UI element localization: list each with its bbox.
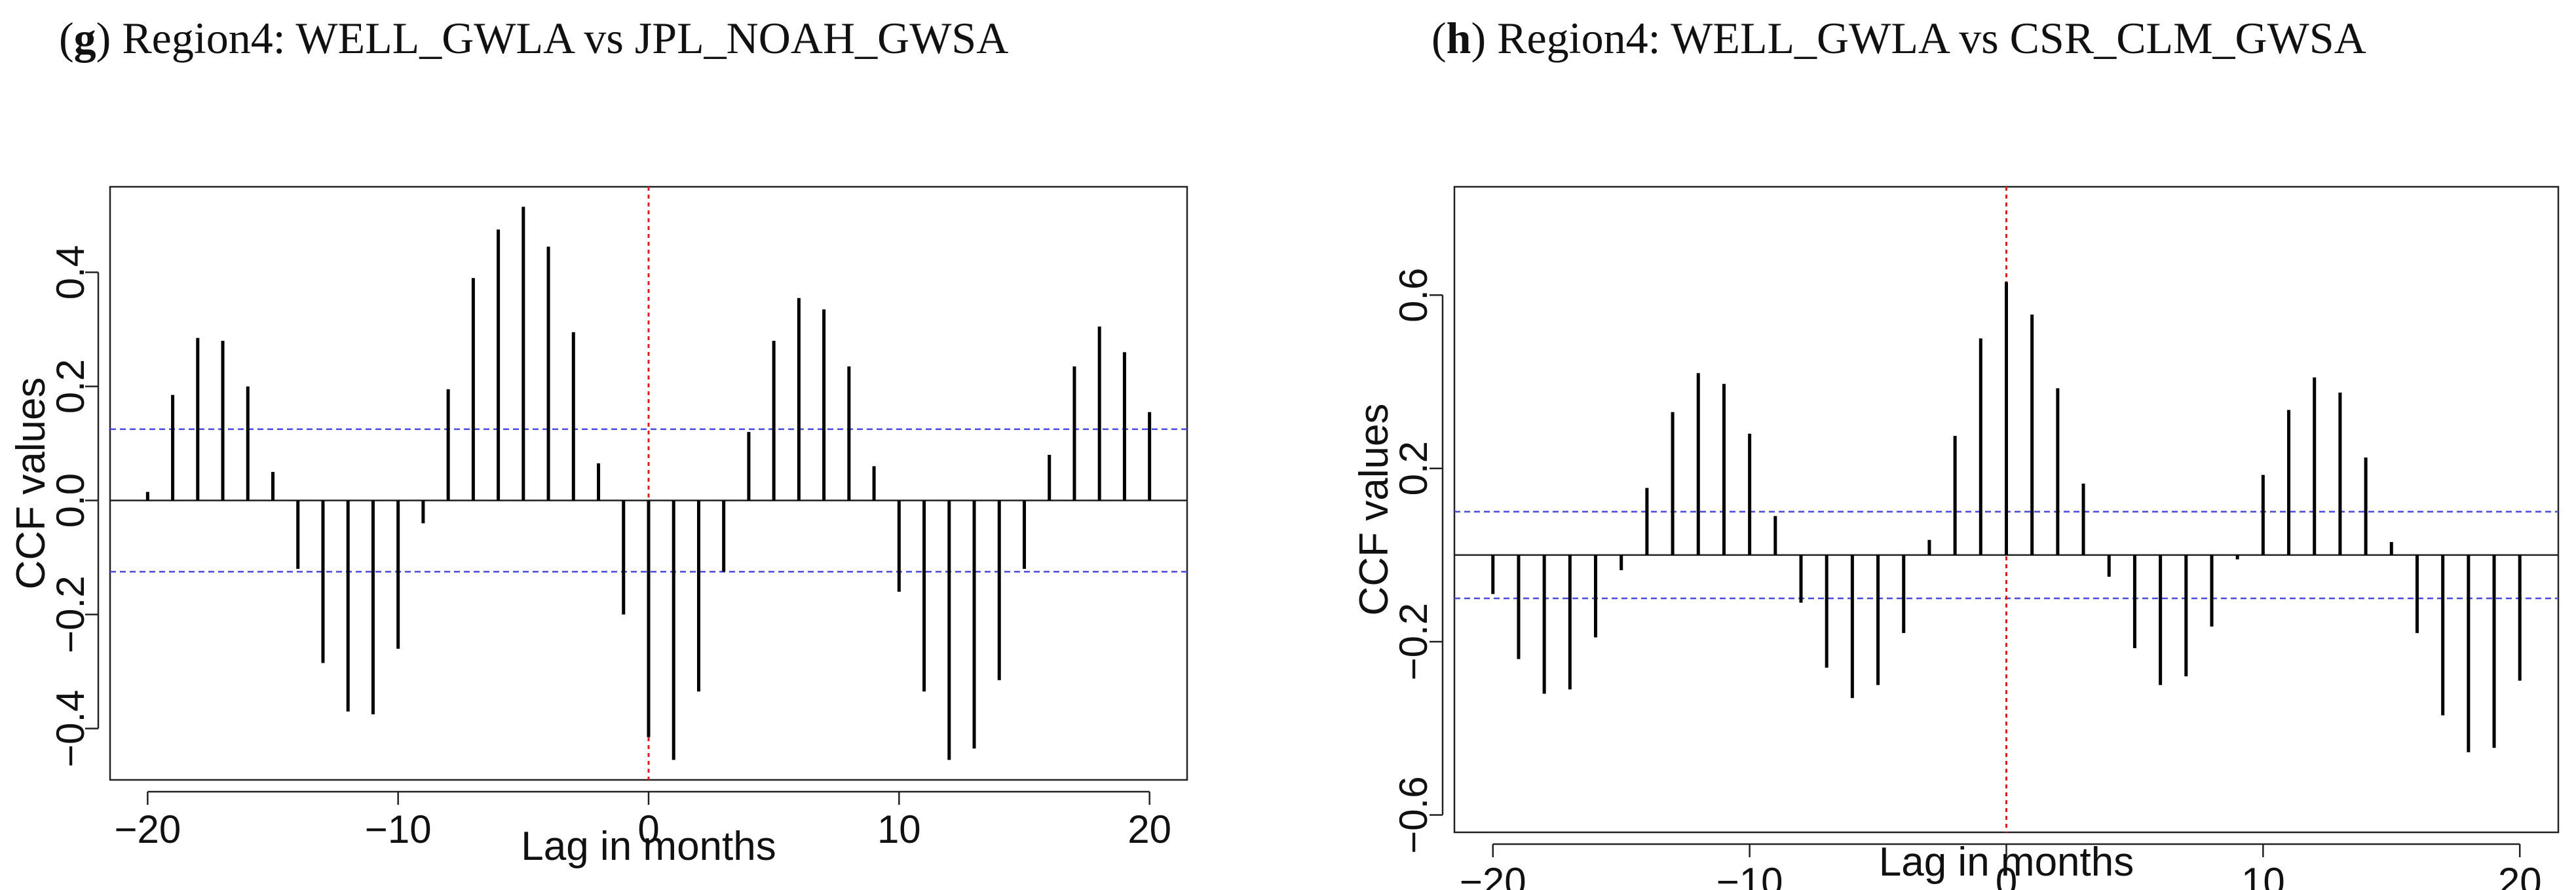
panel-h-y-axis-label: CCF values <box>1352 404 1397 616</box>
panel-h-title: (h) Region4: WELL_GWLA vs CSR_CLM_GWSA <box>1431 13 2366 63</box>
panel-h-x-tick-label: −20 <box>1460 860 1526 890</box>
panel-h-y-tick-label: 0.6 <box>1392 268 1435 322</box>
panel-h-y-tick-label: −0.2 <box>1392 603 1435 680</box>
panel-g-x-tick-label: 0 <box>637 807 659 851</box>
panel-h-plot: −20 −10 0 10 20 −0.6 −0.2 0.2 0.6 Lag in months CC… <box>1352 185 2560 890</box>
panel-g-title: (g) Region4: WELL_GWLA vs JPL_NOAH_GWSA <box>59 13 1009 63</box>
panel-h-x-axis-label: Lag in months <box>1879 840 2134 885</box>
panel-h-x-tick-label: −10 <box>1716 860 1783 890</box>
panel-g-y-tick-label: 0.4 <box>48 245 92 300</box>
panel-g-x-tick-label: 10 <box>877 807 921 851</box>
panel-h-letter: h <box>1446 13 1471 63</box>
panel-g-x-tick-label: −20 <box>114 807 181 851</box>
panel-g-plot: −20 −10 0 10 20 −0.4 −0.2 0.0 0.2 0.4 Lag in month… <box>9 185 1188 869</box>
panel-h-y-tick-label: −0.6 <box>1392 776 1435 853</box>
panel-g-y-tick-label: −0.4 <box>48 689 92 767</box>
panel-g-y-tick-label: 0.2 <box>48 359 92 414</box>
panel-h-y-tick-label: 0.2 <box>1392 441 1435 495</box>
panel-g-title-text: Region4: WELL_GWLA vs JPL_NOAH_GWSA <box>122 13 1009 63</box>
panel-g-y-tick-label: −0.2 <box>48 575 92 653</box>
panel-g-y-axis-label: CCF values <box>9 377 54 590</box>
panel-g-y-tick-label: 0.0 <box>48 473 92 528</box>
panel-g-x-tick-label: 20 <box>1127 807 1171 851</box>
panel-g-letter: g <box>73 13 96 63</box>
panel-h-x-tick-label: 10 <box>2241 860 2285 890</box>
panel-h-x-tick-label: 20 <box>2498 860 2542 890</box>
panel-h-title-text: Region4: WELL_GWLA vs CSR_CLM_GWSA <box>1497 13 2366 63</box>
panel-g-x-tick-label: −10 <box>365 807 432 851</box>
panel-h-x-tick-label: 0 <box>1996 860 2017 890</box>
panel-g-x-axis-label: Lag in months <box>521 824 776 869</box>
